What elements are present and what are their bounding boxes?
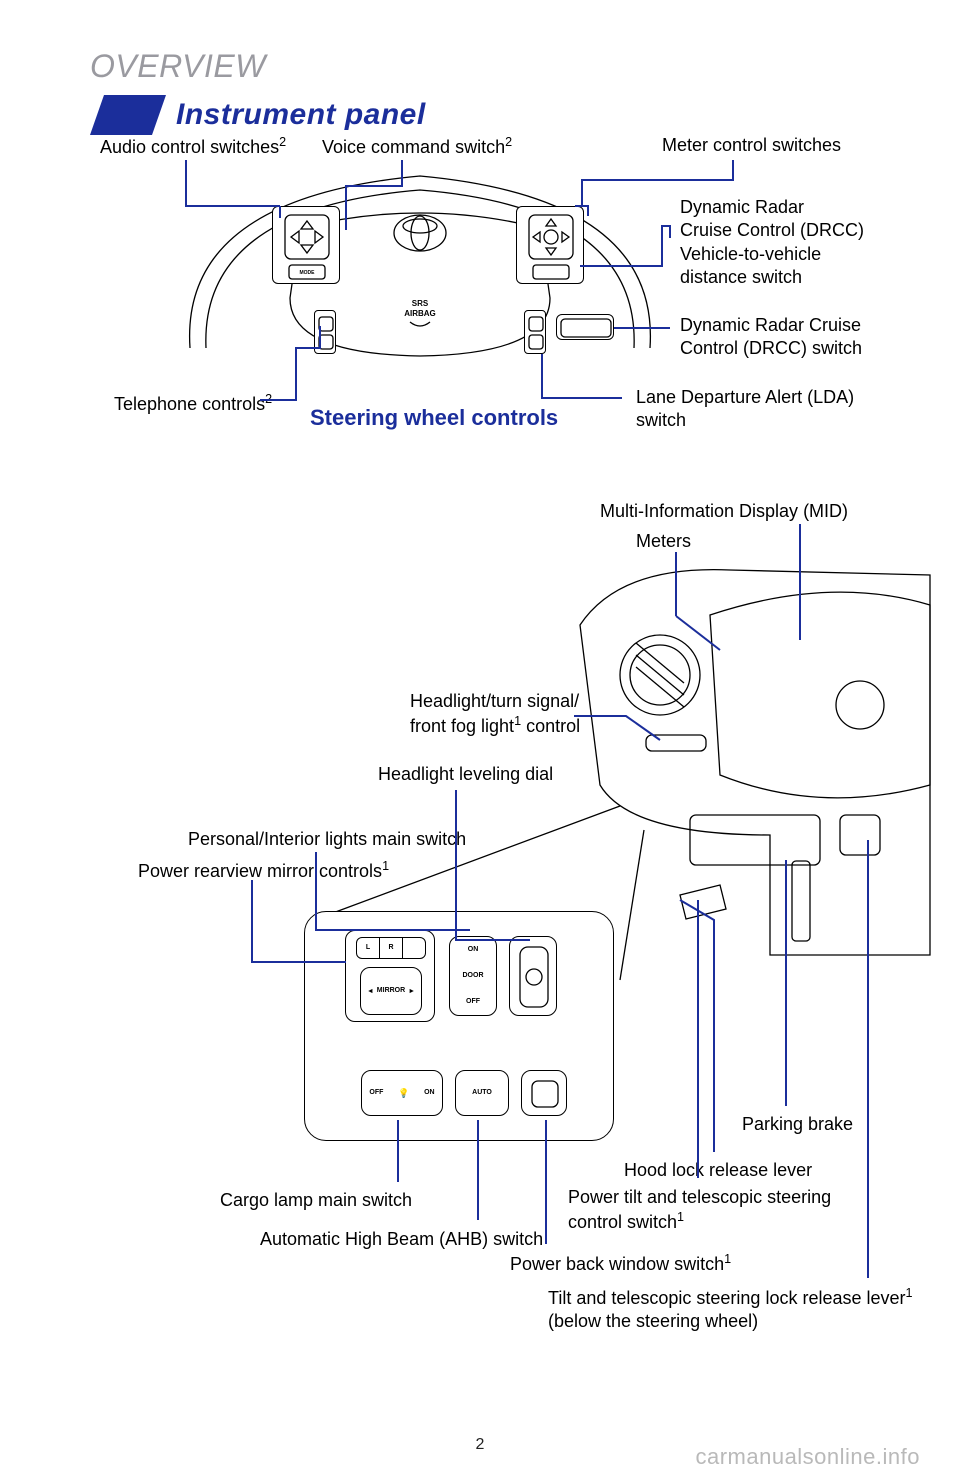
label-tilt-power: Power tilt and telescopic steering contr… bbox=[568, 1186, 831, 1235]
label-headlight-turn: Headlight/turn signal/ front fog light1 … bbox=[410, 690, 580, 739]
interior-light-switch: ON DOOR OFF bbox=[449, 936, 497, 1016]
label-hood: Hood lock release lever bbox=[624, 1159, 812, 1182]
label-mid: Multi-Information Display (MID) bbox=[600, 500, 848, 523]
headlight-leveling-dial bbox=[509, 936, 557, 1016]
watermark: carmanualsonline.info bbox=[695, 1444, 920, 1470]
label-power-back: Power back window switch1 bbox=[510, 1251, 731, 1276]
ahb-switch: AUTO bbox=[455, 1070, 509, 1116]
upper-leader-lines bbox=[0, 0, 960, 440]
label-meters: Meters bbox=[636, 530, 691, 553]
label-headlight-leveling: Headlight leveling dial bbox=[378, 763, 553, 786]
inset-switch-panel: L R ◄ MIRROR ► ON DOOR OFF OFF 💡 ON bbox=[304, 911, 614, 1141]
label-mirror-controls: Power rearview mirror controls1 bbox=[138, 858, 389, 883]
power-back-window-switch bbox=[521, 1070, 567, 1116]
label-tilt-lock: Tilt and telescopic steering lock releas… bbox=[548, 1285, 913, 1334]
mirror-switch: L R ◄ MIRROR ► bbox=[345, 930, 435, 1022]
label-interior-lights: Personal/Interior lights main switch bbox=[188, 828, 466, 851]
label-cargo: Cargo lamp main switch bbox=[220, 1189, 412, 1212]
label-ahb: Automatic High Beam (AHB) switch bbox=[260, 1228, 543, 1251]
cargo-lamp-switch: OFF 💡 ON bbox=[361, 1070, 443, 1116]
label-parking: Parking brake bbox=[742, 1113, 853, 1136]
